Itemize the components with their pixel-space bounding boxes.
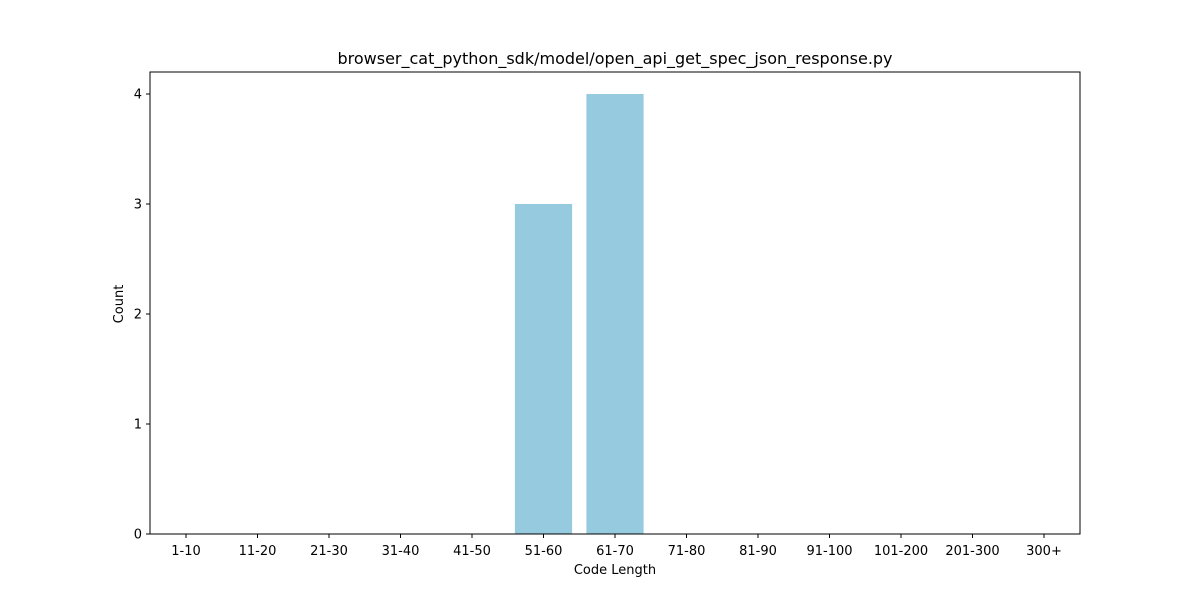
x-tick-label: 51-60 — [525, 544, 563, 559]
x-tick-label: 101-200 — [874, 544, 928, 559]
y-tick-label: 0 — [134, 528, 142, 543]
y-tick-label: 2 — [134, 308, 142, 323]
x-tick-label: 41-50 — [453, 544, 491, 559]
x-tick-label: 21-30 — [310, 544, 348, 559]
x-tick-label: 81-90 — [739, 544, 777, 559]
y-tick-label: 4 — [134, 88, 142, 103]
bar-61-70 — [586, 94, 644, 534]
bars-layer — [514, 94, 644, 534]
x-tick-label: 11-20 — [239, 544, 277, 559]
x-tick-label: 91-100 — [806, 544, 852, 559]
y-axis-ticks: 0 1 2 3 4 — [134, 88, 150, 543]
x-axis-ticks: 1-10 11-20 21-30 31-40 41-50 51-60 61-70 71-80 8… — [171, 534, 1062, 559]
bar-51-60 — [514, 204, 573, 534]
y-tick-label: 3 — [134, 198, 142, 213]
y-tick-label: 1 — [134, 418, 142, 433]
x-tick-label: 31-40 — [382, 544, 420, 559]
chart-title: browser_cat_python_sdk/model/open_api_ge… — [337, 49, 892, 69]
y-axis-label: Count — [112, 285, 127, 324]
x-tick-label: 71-80 — [668, 544, 706, 559]
x-tick-label: 300+ — [1026, 544, 1062, 559]
x-axis-label: Code Length — [574, 563, 656, 578]
x-tick-label: 1-10 — [171, 544, 201, 559]
x-tick-label: 201-300 — [945, 544, 999, 559]
x-tick-label: 61-70 — [596, 544, 634, 559]
